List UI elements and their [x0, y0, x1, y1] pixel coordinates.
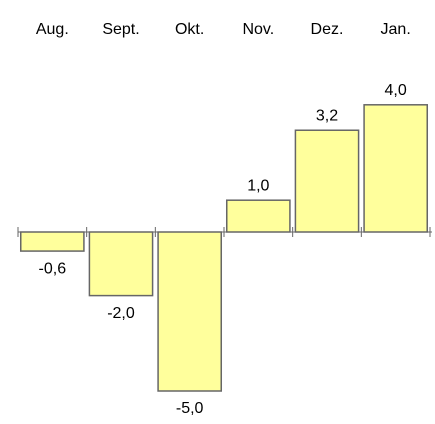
value-label: -2,0 [107, 305, 135, 322]
category-label: Okt. [175, 21, 204, 38]
category-label: Dez. [311, 21, 344, 38]
value-label: 3,2 [316, 107, 338, 124]
value-label: 1,0 [247, 177, 269, 194]
value-label: 4,0 [385, 82, 407, 99]
value-label: -5,0 [176, 400, 204, 417]
bar [363, 104, 429, 233]
bar [225, 199, 291, 233]
bar [88, 231, 154, 297]
bar [19, 231, 85, 252]
bar [157, 231, 223, 392]
category-label: Nov. [242, 21, 274, 38]
category-label: Jan. [381, 21, 411, 38]
category-label: Sept. [102, 21, 139, 38]
value-label: -0,6 [39, 260, 67, 277]
category-label: Aug. [36, 21, 69, 38]
bar [294, 129, 360, 233]
